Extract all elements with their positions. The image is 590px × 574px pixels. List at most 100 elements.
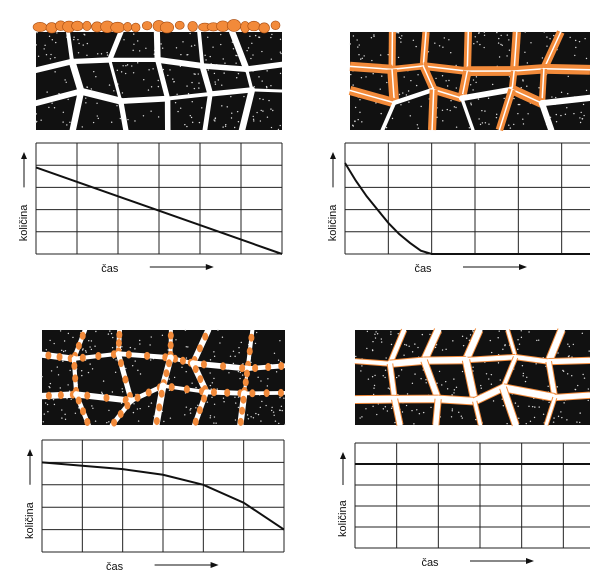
grain xyxy=(493,400,494,401)
grain xyxy=(473,43,474,44)
grain xyxy=(53,399,54,400)
grain xyxy=(498,38,499,39)
grain xyxy=(112,347,113,348)
grain xyxy=(112,337,113,338)
grain xyxy=(518,104,519,105)
grain xyxy=(259,98,260,99)
grain xyxy=(265,405,266,406)
grain xyxy=(253,119,254,120)
grain xyxy=(271,407,272,408)
grain xyxy=(38,56,39,57)
grain xyxy=(419,413,420,414)
grain xyxy=(113,90,114,91)
grain xyxy=(575,47,576,48)
droplet xyxy=(248,21,260,31)
grain xyxy=(56,32,57,33)
grain xyxy=(423,412,424,413)
y-axis-label: količina xyxy=(337,499,349,537)
grain xyxy=(441,384,442,385)
grain xyxy=(44,413,45,414)
grain xyxy=(189,409,190,410)
x-axis-label: čas xyxy=(421,557,439,569)
grain xyxy=(355,356,356,357)
y-axis-label: količina xyxy=(18,204,30,242)
grain xyxy=(538,339,539,340)
grain xyxy=(484,110,485,111)
grain xyxy=(442,47,443,48)
grain xyxy=(401,35,402,36)
grain xyxy=(81,375,82,376)
grain xyxy=(374,334,375,335)
grain xyxy=(497,337,498,338)
grain xyxy=(212,46,213,47)
grain xyxy=(373,36,374,37)
grain xyxy=(507,34,508,35)
grain xyxy=(194,88,195,89)
grain xyxy=(158,86,159,87)
grain xyxy=(560,411,561,412)
grain xyxy=(50,58,51,59)
crack xyxy=(355,361,390,364)
rock-illustration xyxy=(33,19,282,130)
droplet xyxy=(224,389,230,397)
grain xyxy=(215,422,216,423)
grain xyxy=(255,343,256,344)
grain xyxy=(162,335,163,336)
y-axis-label: količina xyxy=(24,501,36,539)
y-axis-label: količina xyxy=(327,204,339,242)
grain xyxy=(122,388,123,389)
grain xyxy=(247,414,248,415)
grain xyxy=(396,377,397,378)
grain xyxy=(408,90,409,91)
grain xyxy=(195,387,196,388)
droplet xyxy=(122,376,128,384)
grain xyxy=(212,382,213,383)
droplet xyxy=(124,402,130,410)
grain xyxy=(398,32,399,33)
grain xyxy=(476,41,477,42)
grain xyxy=(521,87,522,88)
grain xyxy=(400,41,401,42)
grain xyxy=(478,98,479,99)
grain xyxy=(553,417,554,418)
grain xyxy=(415,46,416,47)
grain xyxy=(445,349,446,350)
grain xyxy=(391,408,392,409)
grain xyxy=(371,60,372,61)
grain xyxy=(353,125,354,126)
grain xyxy=(398,333,399,334)
grain xyxy=(556,114,557,115)
grain xyxy=(92,408,93,409)
grain xyxy=(267,385,268,386)
grain xyxy=(463,345,464,346)
grain xyxy=(98,118,99,119)
grain xyxy=(36,32,37,33)
grain xyxy=(280,53,281,54)
grain xyxy=(270,37,271,38)
grain xyxy=(192,101,193,102)
arrow-head xyxy=(206,264,214,270)
grain xyxy=(190,115,191,116)
crack xyxy=(202,66,246,69)
grain xyxy=(354,120,355,121)
grain xyxy=(268,100,269,101)
grain xyxy=(569,37,570,38)
grain xyxy=(191,45,192,46)
grain xyxy=(115,372,116,373)
grain xyxy=(374,385,375,386)
grain xyxy=(81,370,82,371)
grain xyxy=(139,343,140,344)
grain xyxy=(234,397,235,398)
grain xyxy=(543,414,544,415)
grain xyxy=(213,422,214,423)
droplet xyxy=(278,389,284,397)
grain xyxy=(499,56,500,57)
grain xyxy=(500,35,501,36)
grain xyxy=(350,43,351,44)
droplet xyxy=(71,362,77,370)
grain xyxy=(61,409,62,410)
grain xyxy=(111,333,112,334)
grain xyxy=(390,334,391,335)
grain xyxy=(253,86,254,87)
grain xyxy=(214,120,215,121)
